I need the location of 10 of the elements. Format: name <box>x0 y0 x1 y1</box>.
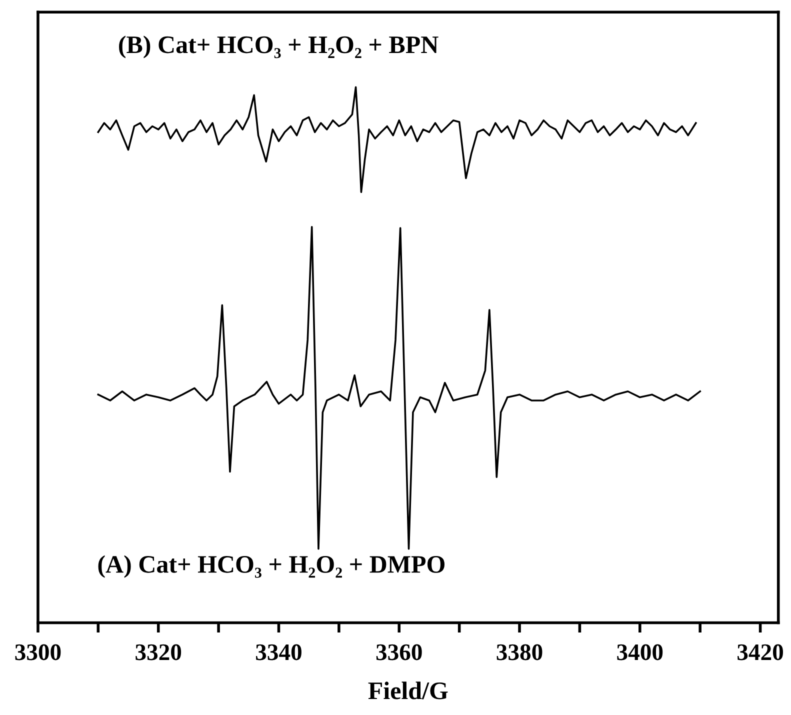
x-tick-label: 3400 <box>617 644 663 660</box>
annotation: (A) Cat+ HCO₃ + H₂O₂ + DMPO <box>98 555 444 578</box>
x-tick-label: 3360 <box>376 644 422 660</box>
x-tick-label: 3340 <box>256 644 302 660</box>
text: (B) Cat+ HCO₃ + H₂O₂ + BPN <box>119 36 438 58</box>
x-tick-label: 3420 <box>738 644 783 660</box>
x-axis-title: Field/G <box>368 682 448 700</box>
x-tick-label: 3300 <box>15 644 61 660</box>
x-tick-label: 3380 <box>496 644 542 660</box>
x-tick-label: 3320 <box>136 644 182 660</box>
